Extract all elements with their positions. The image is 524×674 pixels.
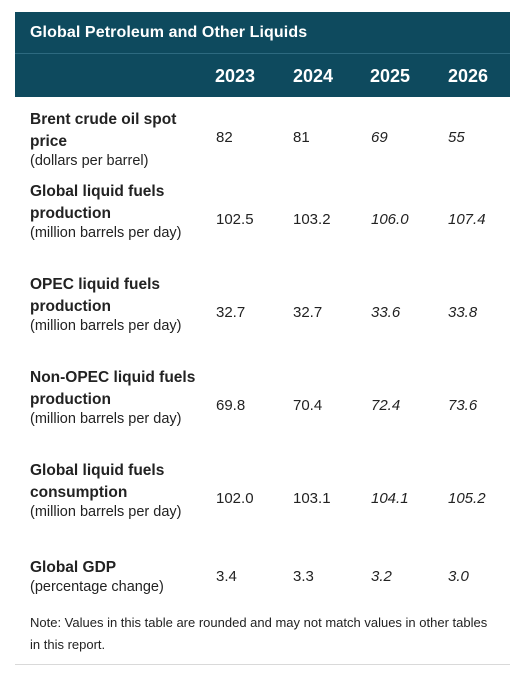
year-header-2023: 2023 xyxy=(215,66,256,86)
year-header-2025: 2025 xyxy=(370,66,411,86)
row-name: Global GDP xyxy=(30,559,117,576)
value-2023: 102.0 xyxy=(216,490,254,507)
petroleum-liquids-table: Global Petroleum and Other Liquids 2023 … xyxy=(15,12,510,665)
value-2026: 105.2 xyxy=(448,490,486,507)
row-label: Non-OPEC liquid fuels production (millio… xyxy=(30,367,200,428)
year-header-row: 2023 2024 2025 2026 xyxy=(15,54,510,97)
row-unit: (dollars per barrel) xyxy=(30,153,149,169)
value-2023: 82 xyxy=(216,129,233,146)
row-label: OPEC liquid fuels production (million ba… xyxy=(30,274,200,335)
row-name: Non-OPEC liquid fuels production xyxy=(30,369,196,408)
year-header-2024: 2024 xyxy=(293,66,334,86)
value-2025: 33.6 xyxy=(371,304,401,321)
value-2025: 69 xyxy=(371,129,388,146)
value-2025: 104.1 xyxy=(371,490,409,507)
value-2024: 103.2 xyxy=(293,211,331,228)
value-2026: 107.4 xyxy=(448,211,486,228)
row-unit: (million barrels per day) xyxy=(30,504,182,520)
table-title: Global Petroleum and Other Liquids xyxy=(15,12,510,54)
table-note: Note: Values in this table are rounded a… xyxy=(30,615,488,652)
row-name: Global liquid fuels production xyxy=(30,183,165,222)
value-2024: 70.4 xyxy=(293,397,323,414)
row-label: Global GDP (percentage change) xyxy=(30,557,200,596)
row-unit: (million barrels per day) xyxy=(30,411,182,427)
row-name: OPEC liquid fuels production xyxy=(30,276,161,315)
value-2026: 55 xyxy=(448,129,465,146)
row-label: Global liquid fuels production (million … xyxy=(30,181,200,242)
row-label: Brent crude oil spot price (dollars per … xyxy=(30,109,200,170)
value-2023: 3.4 xyxy=(216,568,237,585)
value-2023: 69.8 xyxy=(216,397,246,414)
row-name: Brent crude oil spot price xyxy=(30,111,177,150)
value-2025: 3.2 xyxy=(371,568,392,585)
value-2026: 3.0 xyxy=(448,568,469,585)
value-2023: 102.5 xyxy=(216,211,254,228)
row-unit: (million barrels per day) xyxy=(30,225,182,241)
value-2026: 73.6 xyxy=(448,397,478,414)
value-2026: 33.8 xyxy=(448,304,478,321)
row-unit: (percentage change) xyxy=(30,579,164,595)
value-2023: 32.7 xyxy=(216,304,246,321)
value-2024: 3.3 xyxy=(293,568,314,585)
row-name: Global liquid fuels consumption xyxy=(30,462,165,501)
row-label: Global liquid fuels consumption (million… xyxy=(30,460,200,521)
value-2024: 81 xyxy=(293,129,310,146)
row-unit: (million barrels per day) xyxy=(30,318,182,334)
value-2025: 72.4 xyxy=(371,397,401,414)
value-2024: 32.7 xyxy=(293,304,323,321)
year-header-2026: 2026 xyxy=(448,66,489,86)
value-2024: 103.1 xyxy=(293,490,331,507)
value-2025: 106.0 xyxy=(371,211,409,228)
